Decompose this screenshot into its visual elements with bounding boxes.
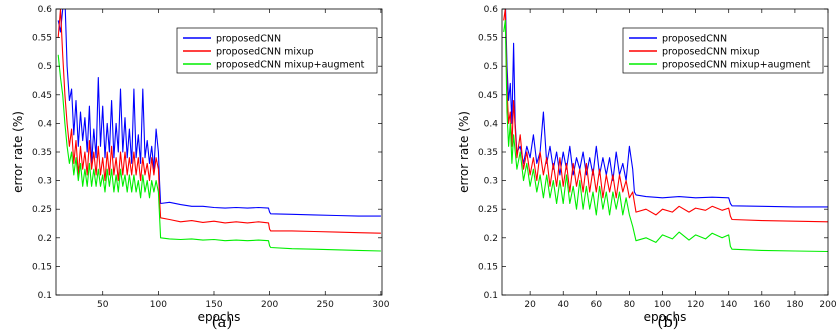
series-line-proposedCNN-mixup: [57, 9, 381, 234]
x-axis-label: epochs: [198, 310, 241, 324]
y-axis-label: error rate (%): [11, 111, 25, 193]
chart-panel-b: 20 40 60 80 100 120 140 160 180 200 0.1 0.15 0.2 0.25…: [457, 5, 837, 331]
x-tick-label: 200: [261, 300, 278, 310]
y-tick-label: 0.6: [484, 5, 499, 15]
y-tick-label: 0.25: [478, 205, 498, 215]
series-line-proposedCNN-mixup-augment: [57, 54, 381, 252]
x-tick-label: 60: [591, 300, 603, 310]
y-tick-label: 0.6: [38, 5, 53, 15]
y-tick-label: 0.55: [32, 34, 52, 44]
series-line-proposedCNN-mixup-augment: [503, 19, 828, 253]
x-tick-label: 50: [97, 300, 109, 310]
x-axis-label: epochs: [644, 310, 687, 324]
legend-entry: proposedCNN mixup+augment: [662, 60, 811, 71]
x-tick-label: 300: [372, 300, 389, 310]
y-axis-label: error rate (%): [457, 111, 471, 193]
x-tick-label: 160: [753, 300, 770, 310]
y-tick-label: 0.4: [38, 119, 53, 129]
y-tick-label: 0.15: [478, 262, 498, 272]
series-line-proposedCNN-mixup: [503, 9, 828, 223]
y-tick-label: 0.3: [484, 177, 498, 187]
x-tick-label: 200: [819, 300, 836, 310]
legend-entry: proposedCNN mixup: [216, 47, 314, 58]
y-tick-label: 0.15: [32, 262, 52, 272]
x-tick-label: 100: [150, 300, 167, 310]
y-tick-label: 0.1: [484, 291, 498, 301]
legend-entry: proposedCNN mixup+augment: [216, 60, 365, 71]
legend: proposedCNN proposedCNN mixup proposedCNN …: [176, 27, 378, 74]
legend-entry: proposedCNN mixup: [662, 47, 760, 58]
series-line-proposedCNN: [57, 9, 381, 217]
x-tick-label: 180: [786, 300, 803, 310]
plot-area: [57, 9, 381, 252]
x-tick-label: 120: [687, 300, 704, 310]
y-tick-label: 0.45: [478, 91, 498, 101]
x-tick-label: 20: [524, 300, 536, 310]
x-tick-label: 80: [624, 300, 636, 310]
y-tick-label: 0.45: [32, 91, 52, 101]
panel-caption: (a): [212, 313, 233, 331]
legend-entry: proposedCNN: [216, 34, 281, 45]
legend: proposedCNN proposedCNN mixup proposedCNN …: [622, 27, 824, 74]
y-tick-label: 0.5: [484, 62, 498, 72]
y-tick-label: 0.25: [32, 205, 52, 215]
plot-area: [503, 9, 828, 253]
y-tick-label: 0.35: [478, 148, 498, 158]
y-tick-label: 0.2: [38, 234, 52, 244]
x-tick-label: 150: [205, 300, 222, 310]
y-tick-label: 0.1: [38, 291, 52, 301]
x-tick-label: 250: [317, 300, 334, 310]
legend-entry: proposedCNN: [662, 34, 727, 45]
y-tick-label: 0.4: [484, 119, 499, 129]
y-tick-label: 0.3: [38, 177, 52, 187]
y-tick-label: 0.2: [484, 234, 498, 244]
x-tick-label: 140: [720, 300, 737, 310]
chart-panel-a: 50 100 150 200 250 300 0.1 0.15 0.2 0.25 0.3 0.35 0.…: [11, 5, 390, 331]
y-tick-label: 0.5: [38, 62, 52, 72]
x-tick-label: 40: [558, 300, 570, 310]
y-tick-label: 0.35: [32, 148, 52, 158]
x-tick-label: 100: [654, 300, 671, 310]
panel-caption: (b): [657, 313, 678, 331]
y-tick-label: 0.55: [478, 34, 498, 44]
